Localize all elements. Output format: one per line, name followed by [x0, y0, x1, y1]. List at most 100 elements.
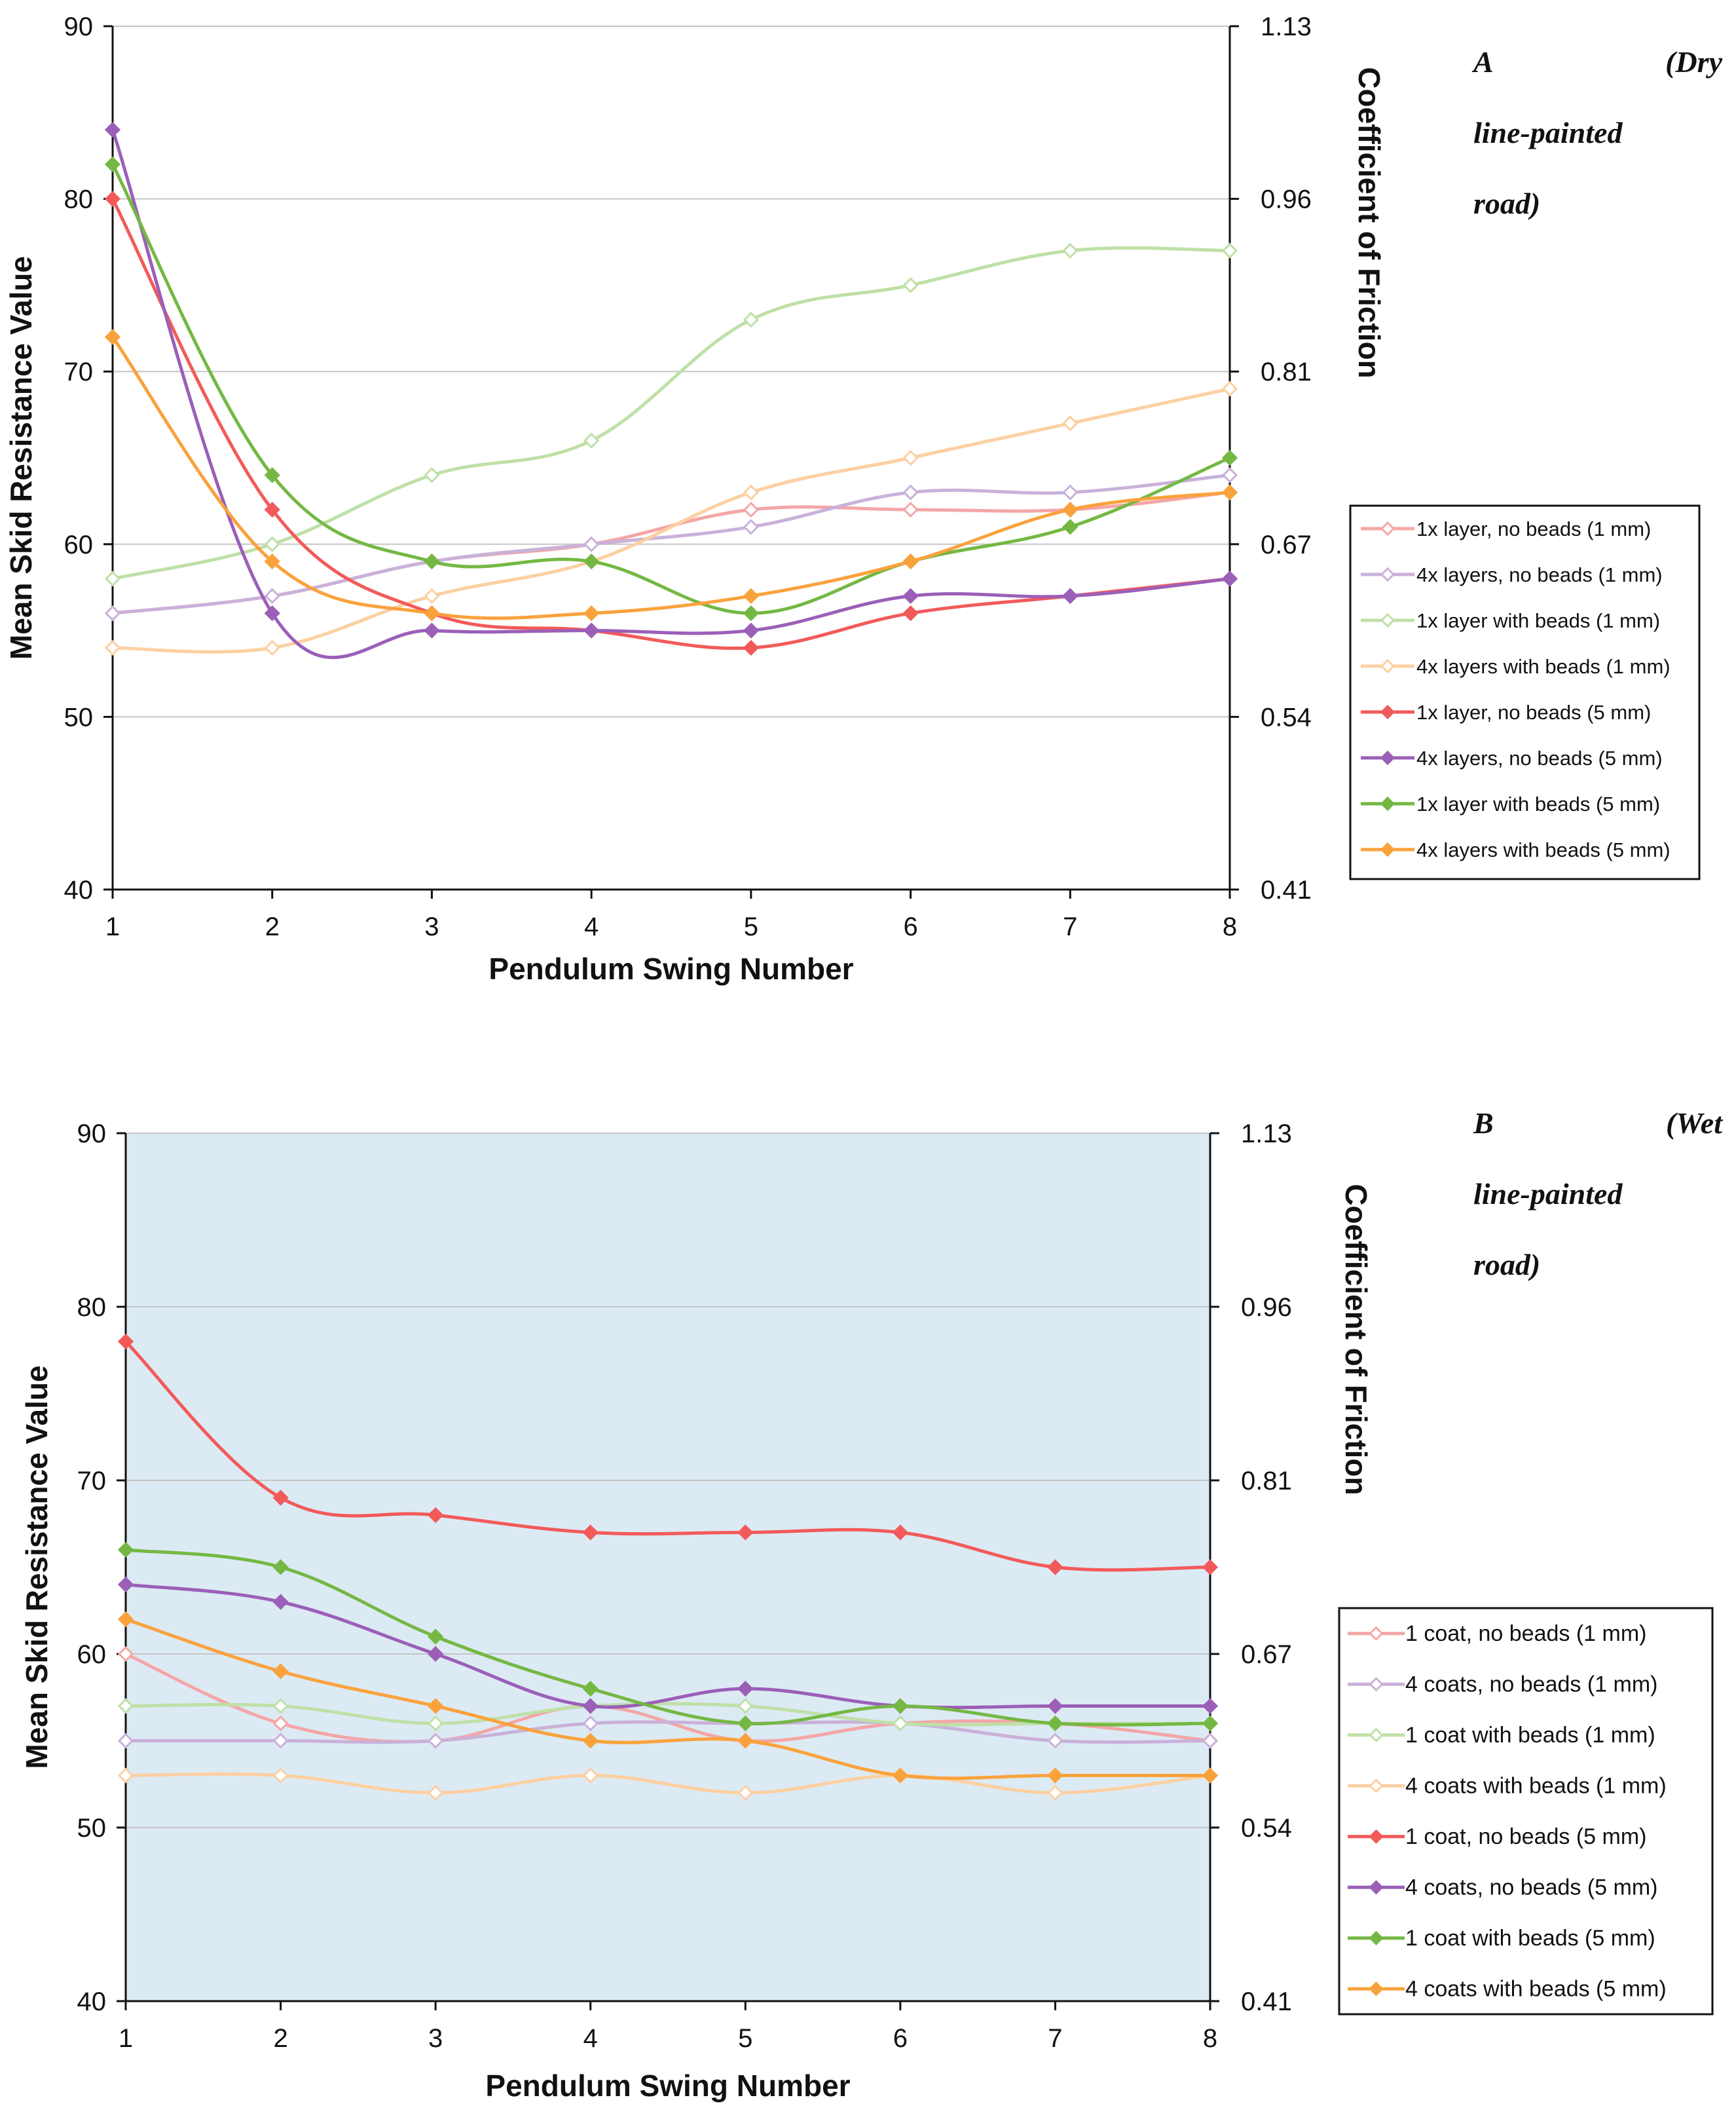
legend-marker-swatch [1380, 521, 1395, 536]
y2-axis-title: Coefficient of Friction [1339, 1184, 1373, 1495]
data-point-marker [117, 1645, 134, 1662]
data-point-marker [104, 639, 121, 656]
legend-marker-swatch [1369, 1778, 1384, 1793]
legend-marker-swatch [1369, 1981, 1384, 1997]
data-point-marker [104, 122, 121, 138]
data-point-marker [428, 1715, 444, 1732]
data-point-marker [902, 449, 919, 466]
data-point-marker [743, 639, 759, 656]
data-point-marker [424, 622, 440, 639]
y-tick-label: 80 [64, 185, 94, 214]
data-point-marker [902, 277, 919, 293]
legend-entry-label: 1x layer with beads (1 mm) [1416, 609, 1660, 632]
x-tick-label: 8 [1203, 2024, 1217, 2053]
data-point-marker [117, 1333, 134, 1350]
panel-road: road) [1473, 187, 1540, 220]
data-point-marker [428, 1784, 444, 1801]
data-point-marker [737, 1698, 754, 1714]
data-point-marker [902, 554, 919, 570]
legend-marker-swatch [1380, 704, 1395, 720]
panel-condition: (Dry [1665, 45, 1722, 79]
series-line-3 [112, 246, 1230, 580]
data-point-marker [1047, 1767, 1063, 1784]
data-point-marker [583, 622, 600, 639]
data-point-marker [743, 588, 759, 605]
data-point-marker [424, 605, 440, 622]
data-point-marker [428, 1698, 444, 1714]
series-line-7 [125, 1548, 1211, 1727]
data-point-marker [1047, 1784, 1063, 1801]
data-point-marker [117, 1541, 134, 1558]
legend-entry-label: 4x layers with beads (5 mm) [1416, 838, 1671, 861]
panel-letter: A [1471, 45, 1494, 79]
data-point-marker [117, 1611, 134, 1628]
y-tick-label: 80 [77, 1293, 107, 1322]
data-point-marker [272, 1663, 289, 1680]
data-point-marker [1221, 484, 1238, 500]
data-point-marker [264, 501, 280, 518]
x-tick-label: 4 [583, 2024, 598, 2053]
series-line-6 [125, 1583, 1210, 1710]
data-point-marker [1047, 1559, 1063, 1575]
data-point-marker [424, 467, 440, 483]
x-tick-label: 2 [265, 912, 280, 941]
data-point-marker [104, 191, 121, 207]
data-point-marker [1062, 242, 1079, 259]
data-point-marker [737, 1715, 754, 1732]
data-point-marker [737, 1524, 754, 1541]
legend-marker-swatch [1369, 1829, 1384, 1844]
data-point-marker [264, 605, 280, 622]
data-point-marker [117, 1733, 134, 1749]
y-axis-title: Mean Skid Resistance Value [20, 1365, 54, 1769]
data-point-marker [582, 1715, 599, 1732]
data-point-marker [428, 1507, 444, 1524]
y2-axis-title: Coefficient of Friction [1352, 67, 1386, 378]
y2-tick-label: 0.54 [1241, 1814, 1292, 1843]
y2-tick-label: 1.13 [1261, 12, 1312, 41]
data-point-marker [1202, 1733, 1219, 1749]
plot-area [126, 1133, 1210, 2001]
legend-entry-label: 1x layer, no beads (5 mm) [1416, 701, 1651, 724]
x-tick-label: 3 [424, 912, 439, 941]
chart-b-wet-road: 40 0.41 50 0.54 60 0.67 70 0.81 80 0.96 90 1.13 1 2 3 4… [20, 1106, 1723, 2103]
data-point-marker [1062, 519, 1079, 535]
data-point-marker [1221, 242, 1238, 259]
data-point-marker [1062, 501, 1079, 518]
data-point-marker [1221, 571, 1238, 587]
data-point-marker [582, 1698, 599, 1714]
y-tick-label: 40 [77, 1987, 107, 2016]
y-tick-label: 60 [77, 1640, 107, 1669]
data-point-marker [272, 1715, 289, 1732]
y2-tick-label: 0.96 [1241, 1293, 1292, 1322]
legend-marker-swatch [1369, 1930, 1384, 1945]
legend-box [1349, 504, 1701, 880]
x-tick-label: 1 [119, 2024, 133, 2053]
data-point-marker [272, 1559, 289, 1575]
data-point-marker [104, 156, 121, 173]
x-tick-label: 1 [105, 912, 120, 941]
data-point-marker [582, 1680, 599, 1697]
data-point-marker [428, 1645, 444, 1662]
legend-marker-swatch [1380, 612, 1395, 628]
data-point-marker [272, 1733, 289, 1749]
data-point-marker [1047, 1698, 1063, 1714]
x-tick-label: 6 [893, 2024, 908, 2053]
data-point-marker [428, 1628, 444, 1645]
x-tick-label: 7 [1063, 912, 1077, 941]
data-point-marker [264, 554, 280, 570]
data-point-marker [264, 467, 280, 483]
data-point-marker [583, 536, 600, 552]
y2-tick-label: 0.81 [1241, 1467, 1292, 1495]
chart-a-dry-road: 40 0.41 50 0.54 60 0.67 70 0.81 80 0.96 90 1.13 1 2 3 4… [4, 12, 1723, 986]
data-point-marker [743, 519, 759, 535]
data-point-marker [104, 329, 121, 345]
legend-marker-swatch [1369, 1626, 1384, 1641]
series-line-4 [125, 1772, 1211, 1795]
data-point-marker [902, 605, 919, 622]
x-tick-label: 8 [1223, 912, 1237, 941]
series-line-2 [125, 1720, 1211, 1744]
x-tick-label: 5 [744, 912, 758, 941]
x-tick-label: 3 [428, 2024, 443, 2053]
series-line-5 [111, 198, 1230, 650]
data-point-marker [272, 1698, 289, 1714]
